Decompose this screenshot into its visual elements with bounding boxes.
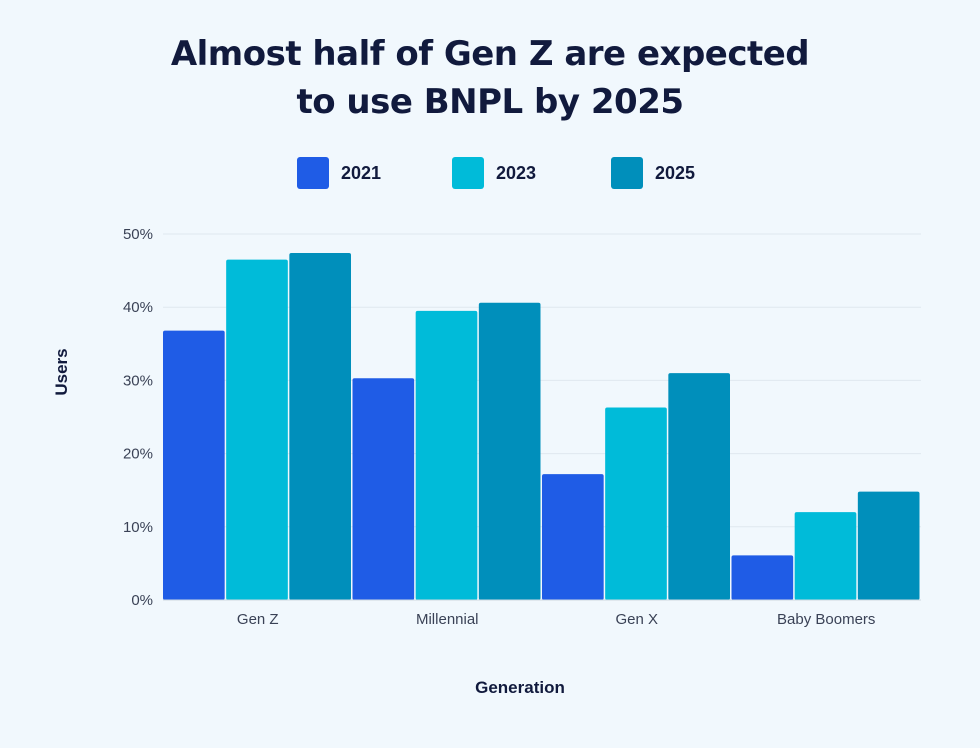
y-tick-label: 40% [123, 299, 153, 316]
bar-2021 [352, 378, 415, 600]
bar-2023 [605, 407, 667, 600]
bar-2025 [478, 302, 541, 600]
chart-title: Almost half of Gen Z are expected to use… [0, 30, 980, 126]
y-tick-label: 10% [123, 519, 153, 536]
legend-item-2021: 2021 [297, 156, 381, 190]
bar-2021 [542, 474, 604, 600]
legend-label-2025: 2025 [655, 162, 696, 183]
bar-2021 [731, 555, 794, 600]
x-tick-label: Gen X [615, 611, 658, 628]
bar-2023 [794, 512, 857, 600]
x-axis-label: Generation [475, 678, 565, 697]
y-tick-label: 50% [123, 226, 153, 243]
x-tick-label: Baby Boomers [777, 611, 875, 628]
legend-item-2023: 2023 [452, 156, 536, 190]
legend-label-2021: 2021 [341, 162, 382, 183]
y-tick-label: 0% [131, 592, 153, 609]
bar-2025 [668, 373, 730, 600]
chart-title-line-1: Almost half of Gen Z are expected [170, 34, 810, 74]
bar-2025 [857, 491, 920, 600]
bar-2021 [163, 330, 225, 600]
bar-2023 [226, 259, 288, 600]
bar-2023 [415, 310, 478, 600]
bar-2025 [289, 253, 351, 601]
y-tick-label: 30% [123, 372, 153, 389]
chart-title-line-2: to use BNPL by 2025 [296, 82, 684, 122]
legend-item-2025: 2025 [611, 156, 695, 190]
chart-legend: 2021 2023 2025 [0, 156, 980, 190]
legend-swatch-2021 [297, 157, 329, 189]
legend-swatch-2025 [611, 157, 643, 189]
x-tick-label: Gen Z [237, 611, 279, 628]
y-tick-label: 20% [123, 446, 153, 463]
legend-swatch-2023 [452, 157, 484, 189]
legend-label-2023: 2023 [496, 162, 537, 183]
x-tick-label: Millennial [416, 611, 479, 628]
